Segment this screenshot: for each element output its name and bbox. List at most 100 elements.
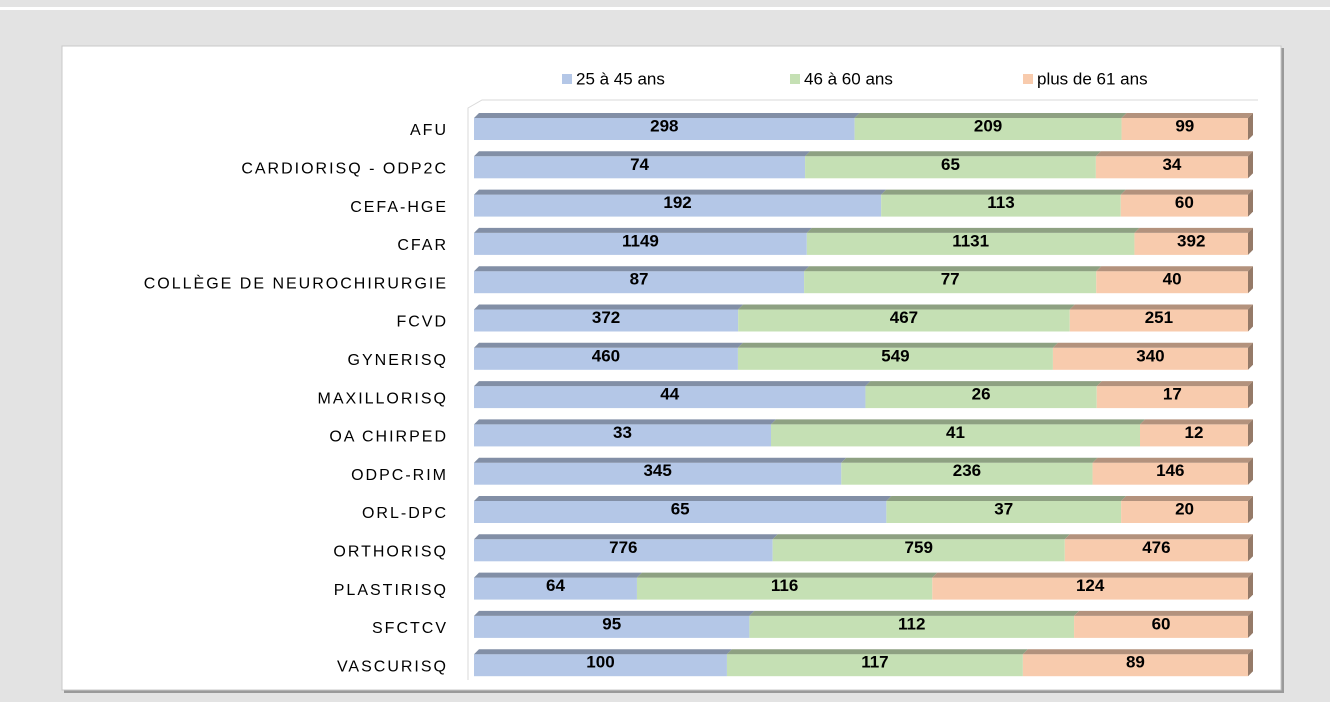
bar-top: [806, 227, 1140, 233]
bar-segment: [854, 118, 1122, 140]
data-label: 1149: [622, 231, 659, 250]
data-label: 44: [660, 385, 679, 404]
bar-top: [474, 151, 811, 157]
data-label: 759: [905, 538, 933, 557]
bar-segment: [749, 615, 1075, 638]
data-label: 112: [898, 614, 925, 633]
bar-top: [738, 304, 1075, 310]
bar-end: [1248, 610, 1253, 638]
bar-segment: [1120, 194, 1248, 217]
bar-end: [1248, 572, 1253, 600]
bar-segment: [474, 386, 866, 409]
bar-segment: [1096, 271, 1248, 294]
data-label: 124: [1076, 576, 1105, 595]
bar-segment: [474, 232, 807, 255]
data-label: 20: [1175, 499, 1194, 518]
bar-segment: [636, 577, 933, 600]
data-label: 476: [1142, 538, 1170, 557]
data-label: 87: [630, 270, 649, 289]
bar-end: [1248, 227, 1253, 255]
bar-top: [1096, 381, 1253, 387]
data-label: 251: [1145, 308, 1173, 327]
data-label: 113: [987, 193, 1014, 212]
bar-segment: [805, 156, 1096, 179]
data-label: 40: [1163, 270, 1182, 289]
bar-segment: [738, 309, 1070, 332]
bar-segment: [1121, 118, 1248, 140]
legend-label: plus de 61 ans: [1037, 69, 1148, 88]
data-label: 1131: [952, 231, 989, 250]
bar-top: [474, 457, 847, 463]
bar-segment: [1096, 386, 1248, 409]
bar-segment: [474, 615, 750, 638]
data-label: 467: [890, 308, 918, 327]
bar-top: [804, 266, 1102, 272]
legend-swatch: [790, 74, 800, 84]
bar-top: [474, 113, 860, 118]
bar-segment: [474, 309, 739, 332]
bar-top: [1120, 189, 1253, 195]
data-label: 60: [1152, 614, 1171, 633]
bar-segment: [474, 539, 773, 562]
data-label: 776: [609, 538, 637, 557]
data-label: 236: [953, 461, 981, 480]
data-label: 89: [1126, 653, 1145, 672]
bar-segment: [932, 577, 1248, 600]
bar-top: [474, 610, 755, 616]
bar-top: [474, 189, 887, 195]
bar-end: [1248, 113, 1253, 140]
bar-top: [1074, 610, 1253, 616]
data-label: 17: [1163, 385, 1182, 404]
bar-segment: [772, 539, 1065, 562]
bar-segment: [474, 424, 771, 447]
data-label: 340: [1136, 346, 1164, 365]
bar-segment: [474, 462, 842, 485]
bar-segment: [726, 654, 1023, 677]
bar-top: [841, 457, 1098, 463]
data-label: 117: [861, 653, 888, 672]
bar-end: [1248, 534, 1253, 562]
category-label: CEFA-HGE: [350, 199, 448, 216]
category-label: VASCURISQ: [337, 658, 448, 675]
bar-top: [1095, 151, 1253, 157]
bar-segment: [865, 386, 1097, 409]
bar-top: [1134, 227, 1253, 233]
data-label: 192: [663, 193, 691, 212]
bar-end: [1248, 266, 1253, 294]
bar-top: [737, 342, 1058, 348]
bar-end: [1248, 342, 1253, 370]
category-label: SFCTCV: [372, 620, 448, 637]
bar-top: [886, 496, 1127, 501]
data-label: 37: [994, 499, 1013, 518]
bar-segment: [1022, 654, 1248, 677]
bar-segment: [1069, 309, 1248, 332]
data-label: 65: [941, 155, 960, 174]
category-label: AFU: [410, 122, 448, 139]
category-label: FCVD: [396, 314, 448, 331]
data-label: 77: [941, 270, 960, 289]
bar-segment: [886, 501, 1122, 523]
bar-segment: [1064, 539, 1248, 562]
bar-segment: [804, 271, 1097, 294]
legend-label: 46 à 60 ans: [804, 69, 893, 88]
data-label: 26: [972, 385, 991, 404]
data-label: 146: [1156, 461, 1184, 480]
bar-top: [726, 649, 1028, 655]
back-wall: [467, 99, 1258, 680]
bar-segment: [841, 462, 1093, 485]
bar-segment: [474, 271, 805, 294]
data-label: 34: [1162, 155, 1181, 174]
bar-segment: [1121, 501, 1248, 523]
bar-top: [1069, 304, 1253, 310]
data-label: 460: [592, 346, 620, 365]
category-label: OA CHIRPED: [329, 429, 448, 446]
bar-top: [474, 381, 871, 387]
category-label: ORL-DPC: [362, 505, 448, 522]
data-label: 65: [671, 499, 690, 518]
data-label: 60: [1175, 193, 1194, 212]
data-label: 392: [1177, 231, 1205, 250]
bar-segment: [1052, 347, 1248, 370]
category-label: PLASTIRISQ: [334, 582, 448, 599]
